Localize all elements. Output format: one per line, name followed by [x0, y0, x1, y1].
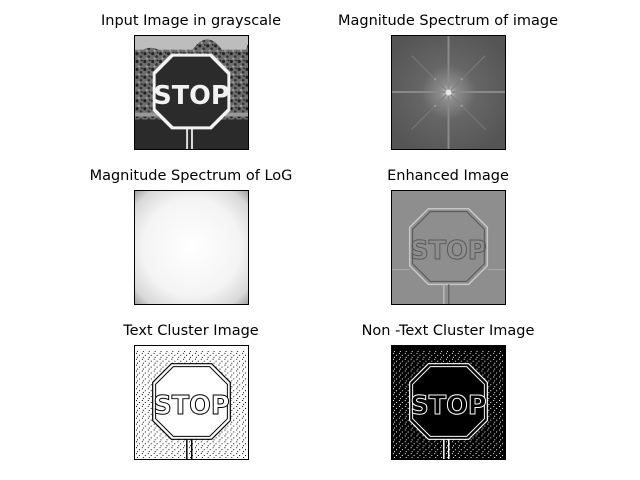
magnitude-spectrum-panel: [391, 35, 506, 150]
title-log-spectrum: Magnitude Spectrum of LoG: [89, 168, 293, 184]
non-text-cluster-image: STOP: [392, 346, 505, 459]
title-input-image: Input Image in grayscale: [101, 13, 281, 29]
enhanced-image-panel: STOP: [391, 190, 506, 305]
non-text-cluster-sign-text: STOP: [410, 391, 486, 421]
enhanced-image: STOP: [392, 191, 505, 304]
enhanced-sign-text: STOP: [410, 236, 486, 266]
text-cluster-image: STOP: [135, 346, 248, 459]
title-enhanced-image: Enhanced Image: [387, 168, 509, 184]
input-image: STOP: [135, 36, 248, 149]
magnitude-spectrum-image: [392, 36, 505, 149]
text-cluster-sign-text: STOP: [153, 391, 229, 421]
title-non-text-cluster: Non -Text Cluster Image: [361, 323, 535, 339]
text-cluster-panel: STOP: [134, 345, 249, 460]
input-sign-text: STOP: [153, 81, 229, 111]
input-image-panel: STOP: [134, 35, 249, 150]
log-spectrum-panel: [134, 190, 249, 305]
title-text-cluster: Text Cluster Image: [123, 323, 259, 339]
log-spectrum-image: [135, 191, 248, 304]
non-text-cluster-panel: STOP: [391, 345, 506, 460]
title-magnitude-spectrum: Magnitude Spectrum of image: [337, 13, 559, 29]
